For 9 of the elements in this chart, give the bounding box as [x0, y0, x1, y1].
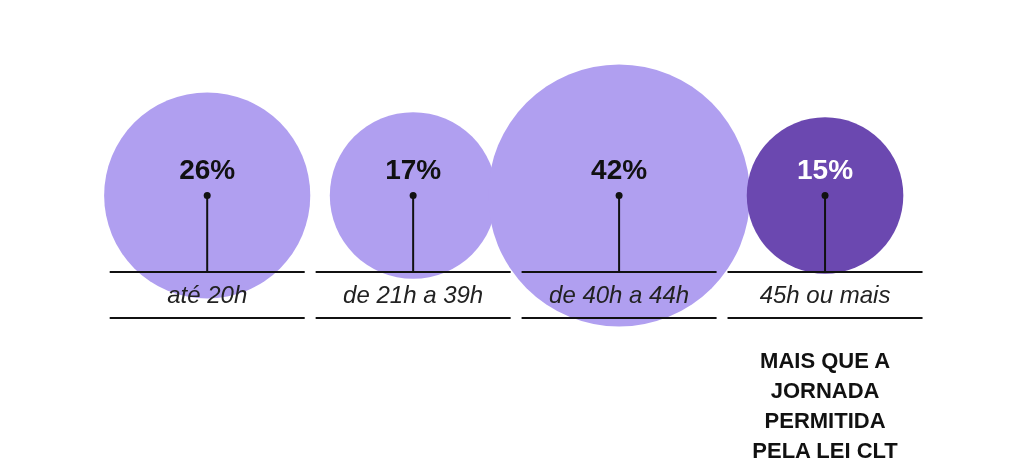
data-label: 17% [385, 154, 442, 186]
text: MAIS QUE A JORNADA PERMITIDA PELA LEI CLT [752, 348, 898, 464]
category-label: 45h ou mais [759, 280, 891, 308]
data-label: 15% [797, 154, 854, 186]
category-label: de 21h a 39h [343, 280, 484, 308]
category-label: até 20h [167, 280, 248, 308]
data-label: 42% [591, 154, 648, 186]
data-label: 26% [179, 154, 236, 186]
category-label: de 40h a 44h [549, 280, 690, 308]
